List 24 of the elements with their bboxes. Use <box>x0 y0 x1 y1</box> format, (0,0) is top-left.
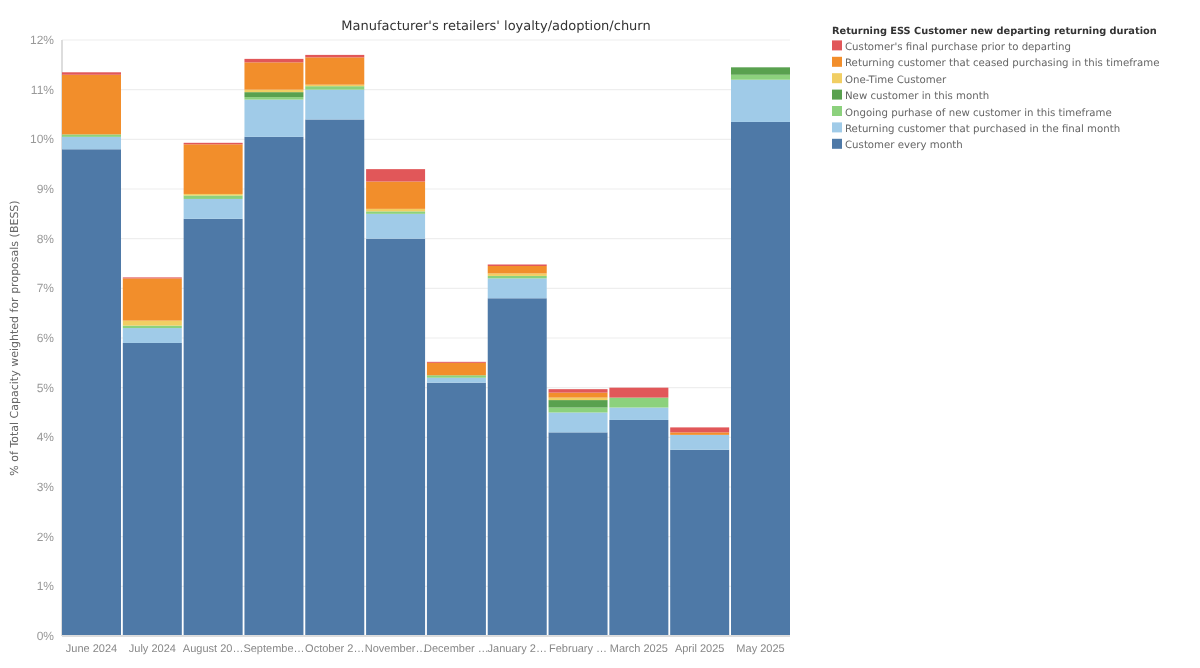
bar <box>122 328 182 343</box>
bar <box>548 407 608 413</box>
bar <box>670 434 730 450</box>
bar <box>244 92 304 98</box>
bar <box>122 320 182 326</box>
bar <box>366 213 426 239</box>
bar <box>609 397 669 408</box>
bar <box>548 392 608 398</box>
bar <box>62 74 121 135</box>
bar <box>731 67 790 75</box>
bar <box>366 181 426 209</box>
bar <box>426 377 486 383</box>
bar <box>62 136 121 150</box>
bar <box>183 144 243 194</box>
bar <box>366 169 426 182</box>
bar <box>731 79 790 122</box>
bar <box>731 74 790 80</box>
bar <box>548 400 608 408</box>
bar <box>670 427 730 433</box>
bar <box>122 278 182 321</box>
bar <box>426 362 486 376</box>
bar <box>487 265 547 274</box>
bar <box>487 278 547 299</box>
bar <box>183 198 243 219</box>
